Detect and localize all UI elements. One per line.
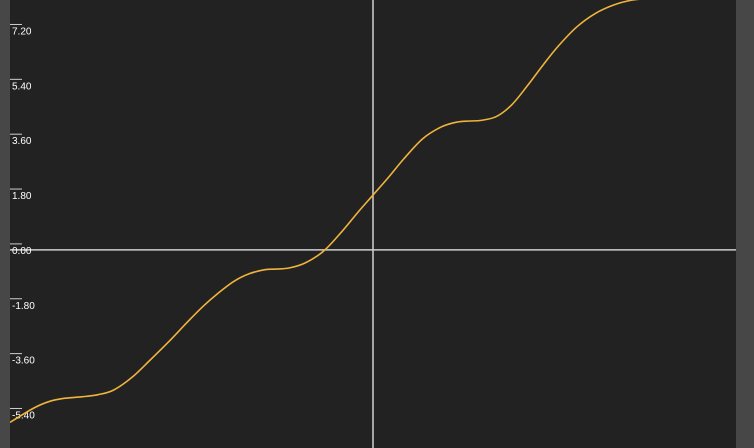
- series-line: [10, 0, 640, 424]
- y-tick-label: 3.60: [12, 136, 32, 147]
- function-plot: 7.20 5.40 3.60 1.80 0.00 -1.80 -3.60 -5.40: [10, 0, 736, 448]
- y-tick-label: -5.40: [12, 410, 35, 421]
- y-tick-label: 0.00: [12, 246, 32, 257]
- y-tick-label: 1.80: [12, 191, 32, 202]
- series-group: [10, 0, 640, 424]
- y-tick-label: 5.40: [12, 81, 32, 92]
- y-tick-label: -1.80: [12, 301, 35, 312]
- y-tick-label: 7.20: [12, 26, 32, 37]
- y-tick-group: 7.20 5.40 3.60 1.80 0.00 -1.80 -3.60 -5.40: [10, 23, 35, 421]
- y-tick-label: -3.60: [12, 356, 35, 367]
- plot-area: 7.20 5.40 3.60 1.80 0.00 -1.80 -3.60 -5.40: [10, 0, 736, 448]
